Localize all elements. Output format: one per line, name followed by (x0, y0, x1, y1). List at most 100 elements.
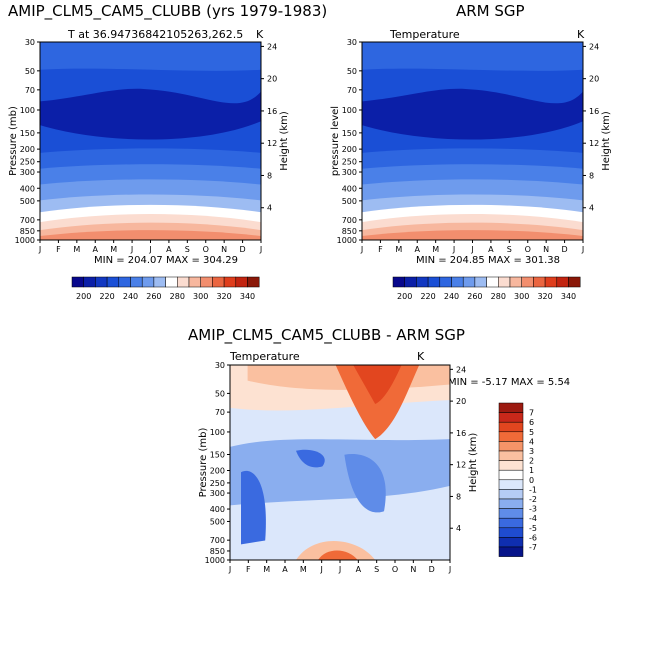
pressure-tick-label: 30 (347, 38, 357, 47)
panel1-title: AMIP_CLM5_CAM5_CLUBB (yrs 1979-1983) (8, 2, 328, 20)
pressure-tick-label: 70 (347, 86, 357, 95)
colorbar-label: -7 (529, 543, 537, 552)
month-tick-label: O (203, 245, 209, 254)
colorbar-swatch (177, 276, 190, 288)
month-tick-label: J (130, 245, 133, 254)
height-tick-label: 8 (589, 171, 594, 180)
contour-level (362, 230, 583, 240)
month-tick-label: M (73, 245, 80, 254)
colorbar-label: -1 (529, 485, 537, 494)
y-axis-label: Pressure (mb) (8, 106, 19, 176)
pressure-tick-label: 200 (210, 466, 225, 475)
month-tick-label: F (246, 565, 251, 574)
month-tick-label: J (448, 565, 451, 574)
colorbar-swatch (118, 276, 131, 288)
colorbar-swatch (498, 479, 524, 490)
colorbar-label: -2 (529, 495, 537, 504)
colorbar-swatch (141, 276, 155, 288)
month-tick-label: M (395, 245, 402, 254)
colorbar-swatch (392, 276, 405, 288)
month-tick-label: F (378, 245, 383, 254)
month-tick-label: O (392, 565, 398, 574)
colorbar-label: 300 (193, 292, 208, 301)
contour-level (296, 449, 325, 468)
colorbar-swatch (188, 276, 201, 288)
month-tick-label: M (110, 245, 117, 254)
pressure-tick-label: 70 (25, 86, 35, 95)
pressure-tick-label: 700 (20, 216, 35, 225)
month-tick-label: A (93, 245, 99, 254)
height-tick-label: 16 (589, 107, 599, 116)
colorbar-swatch (223, 276, 237, 288)
pressure-tick-label: 200 (20, 145, 35, 154)
colorbar-swatch (130, 276, 143, 288)
colorbar-swatch (498, 412, 524, 423)
height-tick-label: 16 (267, 107, 277, 116)
colorbar-swatch (498, 517, 524, 529)
y2-axis-label: Height (km) (601, 111, 612, 171)
colorbar-label: 2 (529, 457, 534, 466)
y-axis-label: pressure level (330, 106, 341, 176)
panel3-stats: MIN = -5.17 MAX = 5.54 (448, 377, 571, 388)
height-tick-label: 24 (456, 365, 466, 374)
colorbar-swatch (451, 276, 464, 288)
contour-level (353, 365, 402, 404)
colorbar-label: -4 (529, 514, 537, 523)
panel2-stats: MIN = 204.85 MAX = 301.38 (416, 255, 561, 266)
colorbar-swatch (212, 276, 225, 288)
colorbar-label: 7 (529, 409, 534, 418)
colorbar-label: 260 (146, 292, 161, 301)
colorbar-swatch (533, 276, 546, 288)
colorbar-label: 280 (170, 292, 185, 301)
pressure-tick-label: 500 (342, 197, 357, 206)
colorbar-swatch (568, 276, 581, 288)
colorbar-swatch (498, 460, 524, 471)
colorbar-label: 3 (529, 447, 534, 456)
month-tick-label: N (410, 565, 416, 574)
month-tick-label: M (432, 245, 439, 254)
colorbar-label: 280 (491, 292, 506, 301)
pressure-tick-label: 100 (210, 428, 225, 437)
contour-level (241, 470, 266, 545)
contour-level (318, 550, 358, 560)
month-tick-label: O (525, 245, 531, 254)
colorbar-swatch (498, 276, 511, 288)
colorbar-swatch (556, 276, 569, 288)
panel2-title: ARM SGP (456, 2, 525, 20)
colorbar-label: 200 (397, 292, 412, 301)
colorbar-label: 1 (529, 466, 534, 475)
pressure-tick-label: 150 (210, 451, 225, 460)
height-tick-label: 20 (456, 397, 466, 406)
colorbar-label: 240 (123, 292, 138, 301)
height-tick-label: 20 (589, 75, 599, 84)
colorbar-label: 4 (529, 437, 534, 446)
pressure-tick-label: 50 (25, 67, 35, 76)
colorbar-swatch (498, 431, 524, 442)
panel3-title: AMIP_CLM5_CAM5_CLUBB - ARM SGP (188, 326, 465, 344)
colorbar-swatch (486, 276, 499, 288)
colorbar-label: 240 (444, 292, 459, 301)
colorbar-swatch (474, 276, 487, 288)
panel1-units: K (256, 28, 264, 41)
month-tick-label: D (239, 245, 245, 254)
colorbar-label: 0 (529, 476, 534, 485)
colorbar-swatch (427, 276, 441, 288)
colorbar-label: 320 (537, 292, 552, 301)
month-tick-label: J (338, 565, 341, 574)
pressure-tick-label: 200 (342, 145, 357, 154)
colorbar-swatch (439, 276, 452, 288)
height-tick-label: 12 (589, 139, 599, 148)
colorbar-swatch (247, 276, 260, 288)
colorbar-label: 5 (529, 428, 534, 437)
month-tick-label: J (148, 245, 151, 254)
height-tick-label: 4 (456, 524, 461, 533)
height-tick-label: 24 (589, 42, 599, 51)
colorbar-swatch (498, 450, 524, 461)
colorbar-label: 340 (240, 292, 255, 301)
colorbar-label: 320 (216, 292, 231, 301)
pressure-tick-label: 150 (342, 129, 357, 138)
contour-level (362, 42, 583, 71)
pressure-tick-label: 50 (215, 389, 225, 398)
colorbar-label: 260 (467, 292, 482, 301)
month-tick-label: A (415, 245, 421, 254)
